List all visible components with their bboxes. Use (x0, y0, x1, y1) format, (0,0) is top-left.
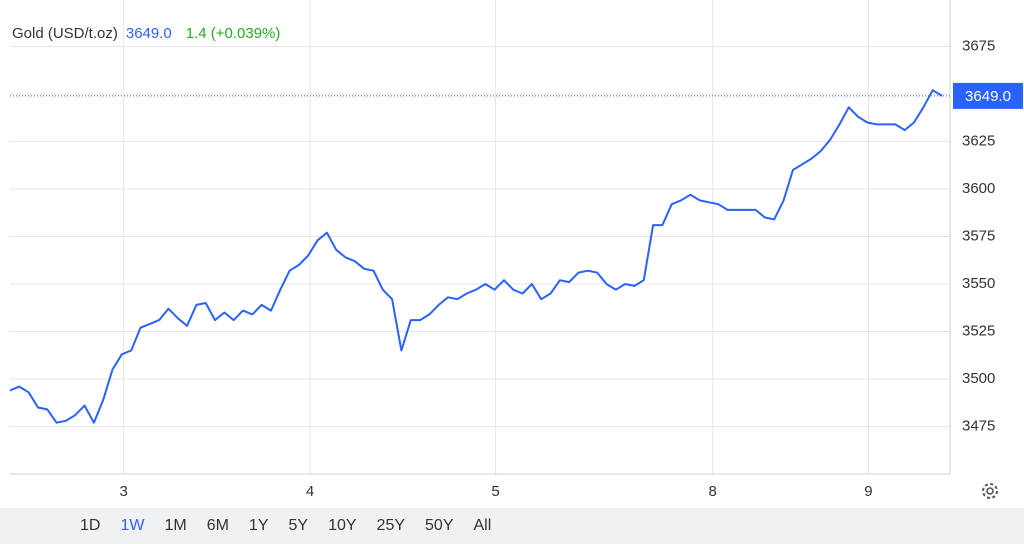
range-button[interactable]: 1D (80, 517, 101, 534)
price-change: 1.4 (+0.039%) (186, 25, 281, 42)
chart: Gold (USD/t.oz) 3649.0 1.4 (+0.039%) 347… (9, 0, 1023, 500)
range-button[interactable]: 1M (164, 517, 187, 534)
settings-icon[interactable] (982, 483, 998, 499)
last-price: 3649.0 (126, 25, 172, 42)
chart-title: Gold (USD/t.oz) (12, 25, 118, 42)
range-button[interactable]: 1W (120, 517, 145, 534)
range-button[interactable]: 6M (206, 517, 229, 534)
x-tick-label: 8 (709, 483, 717, 500)
last-price-box (953, 82, 1023, 109)
y-tick-label: 3575 (962, 227, 995, 244)
last-price-label: 3649.0 (965, 88, 1011, 105)
x-tick-label: 3 (120, 483, 128, 500)
x-tick-label: 9 (864, 483, 872, 500)
range-button[interactable]: 50Y (425, 517, 454, 534)
y-tick-label: 3600 (962, 180, 995, 197)
y-tick-label: 3625 (962, 132, 995, 149)
y-tick-label: 3500 (962, 370, 995, 387)
range-button[interactable]: 5Y (288, 517, 309, 534)
y-tick-label: 3675 (962, 37, 995, 54)
range-button[interactable]: All (473, 517, 492, 534)
range-button[interactable]: 10Y (328, 517, 357, 534)
y-tick-label: 3525 (962, 322, 995, 339)
y-tick-label: 3550 (962, 275, 995, 292)
y-tick-label: 3475 (962, 417, 995, 434)
range-button[interactable]: 25Y (376, 517, 406, 534)
range-bar: 1D 1W 1M 6M 1Y 5Y 10Y 25Y 50Y All (0, 508, 1024, 544)
x-tick-label: 4 (306, 483, 314, 500)
x-tick-label: 5 (491, 483, 499, 500)
price-line (9, 89, 943, 424)
range-button[interactable]: 1Y (248, 517, 269, 534)
